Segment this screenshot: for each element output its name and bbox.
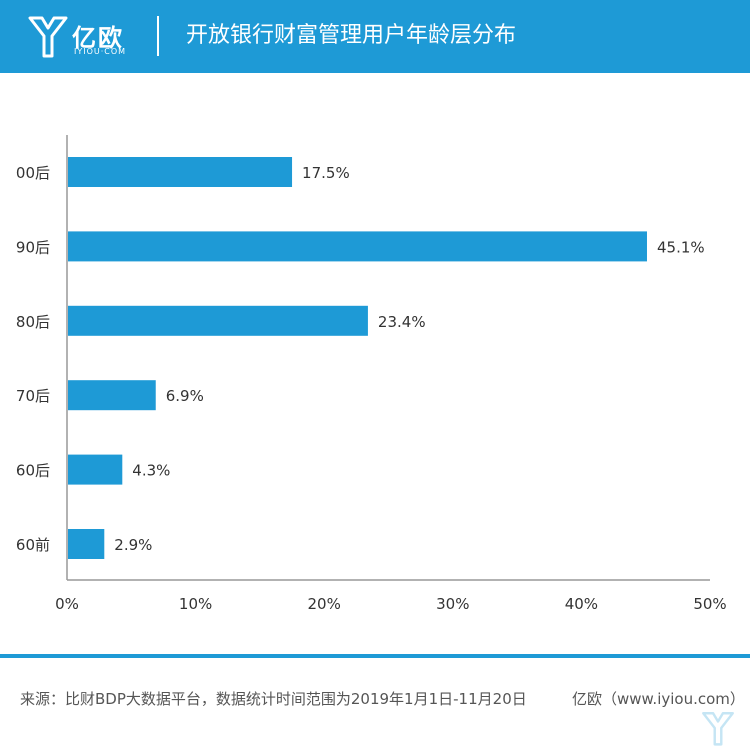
credit-note: 亿欧（www.iyiou.com） (572, 690, 745, 708)
logo-mark-icon (28, 16, 68, 58)
category-label: 90后 (16, 238, 50, 256)
category-label: 00后 (16, 164, 50, 182)
x-tick-label: 50% (693, 595, 726, 613)
bar (68, 454, 123, 485)
footer-divider (0, 654, 750, 658)
x-tick-label: 0% (55, 595, 79, 613)
bar (68, 305, 368, 336)
header-bar: 亿欧 IYIOU·COM 开放银行财富管理用户年龄层分布 (0, 0, 750, 73)
bar (68, 529, 105, 559)
x-tick-label: 20% (308, 595, 341, 613)
source-note: 来源：比财BDP大数据平台，数据统计时间范围为2019年1月1日-11月20日 (20, 690, 527, 708)
bar (68, 157, 293, 187)
x-tick-label: 30% (436, 595, 469, 613)
chart-title: 开放银行财富管理用户年龄层分布 (186, 23, 517, 48)
brand-name: 亿欧 (72, 24, 124, 52)
data-label: 6.9% (166, 387, 204, 405)
bar-chart: 00后 17.5% 90后 45.1% 80后 23.4% 70后 6.9% 60后 4.3% 60… (16, 135, 727, 613)
x-tick-label: 10% (179, 595, 212, 613)
bar (68, 231, 647, 262)
data-label: 17.5% (302, 164, 350, 182)
category-label: 60前 (16, 536, 50, 554)
x-tick-label: 40% (565, 595, 598, 613)
category-label: 70后 (16, 387, 50, 405)
header-divider (157, 16, 159, 56)
data-label: 23.4% (378, 313, 426, 331)
watermark-logo-icon (702, 712, 734, 746)
data-label: 2.9% (114, 536, 152, 554)
brand-logo: 亿欧 IYIOU·COM (28, 14, 158, 60)
category-label: 80后 (16, 313, 50, 331)
data-label: 45.1% (657, 238, 705, 256)
bar (68, 380, 156, 411)
category-label: 60后 (16, 462, 50, 480)
data-label: 4.3% (132, 462, 170, 480)
brand-domain: IYIOU·COM (74, 47, 127, 56)
